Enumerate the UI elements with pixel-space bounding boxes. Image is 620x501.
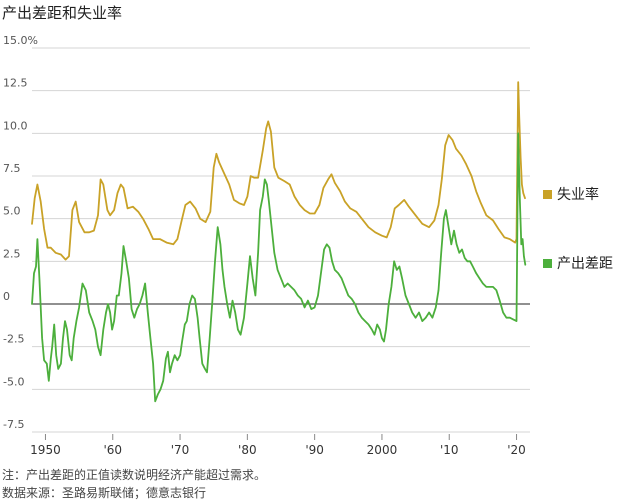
y-tick-label: 15.0% xyxy=(3,34,38,47)
x-tick-label: '80 xyxy=(238,443,257,457)
series-line-0 xyxy=(31,81,526,261)
series-lines xyxy=(31,81,527,403)
series-line-1 xyxy=(31,132,527,403)
legend-swatch xyxy=(543,259,552,268)
y-tick-label: 10.0 xyxy=(3,119,28,132)
x-tick-label: '10 xyxy=(440,443,459,457)
chart-footnote: 注：产出差距的正值读数说明经济产能超过需求。 xyxy=(2,468,267,482)
y-tick-label: -2.5 xyxy=(3,333,24,346)
x-tick-label: '90 xyxy=(305,443,324,457)
chart-source: 数据来源：圣路易斯联储；德意志银行 xyxy=(2,486,207,500)
y-tick-label: 0 xyxy=(3,290,10,303)
x-tick-label: 2000 xyxy=(367,443,398,457)
legend-label: 失业率 xyxy=(557,186,599,203)
x-tick-label: '70 xyxy=(171,443,190,457)
gridlines xyxy=(32,47,530,433)
x-tick-label: 1950 xyxy=(30,443,61,457)
y-tick-label: 2.5 xyxy=(3,247,21,260)
y-tick-label: -5.0 xyxy=(3,375,24,388)
y-axis-ticks: 15.0% 12.5 10.0 7.5 5.0 2.5 0 -2.5 -5.0 -7.5 xyxy=(3,34,38,431)
y-tick-label: 12.5 xyxy=(3,77,28,90)
x-tick-label: '20 xyxy=(507,443,526,457)
legend-label: 产出差距 xyxy=(557,256,613,272)
chart-title: 产出差距和失业率 xyxy=(2,4,123,22)
x-axis-ticks: 1950 '60 '70 '80 '90 2000 '10 '20 xyxy=(30,434,526,457)
legend-swatch xyxy=(543,190,552,199)
y-tick-label: 5.0 xyxy=(3,205,21,218)
y-tick-label: -7.5 xyxy=(3,418,24,431)
x-tick-label: '60 xyxy=(103,443,122,457)
y-tick-label: 7.5 xyxy=(3,162,21,175)
